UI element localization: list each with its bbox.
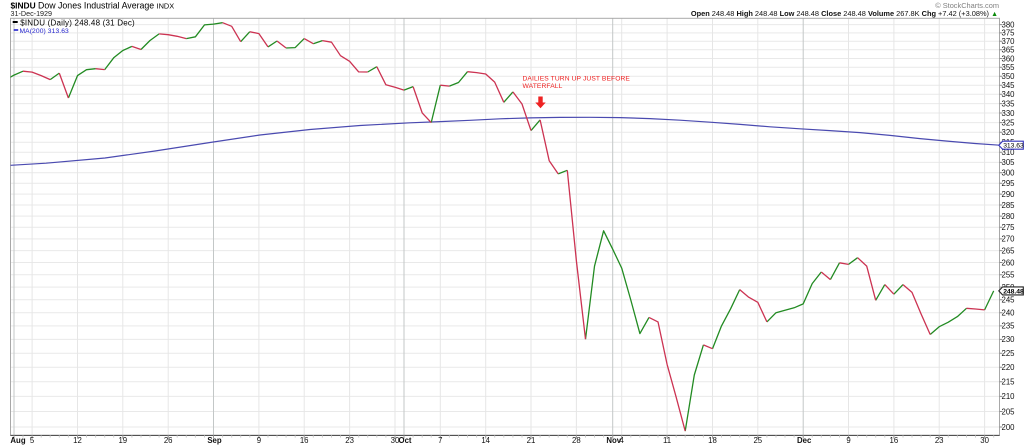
svg-text:DAILIES TURN UP JUST BEFORE: DAILIES TURN UP JUST BEFORE — [523, 75, 631, 82]
svg-text:280: 280 — [1002, 212, 1016, 221]
svg-text:255: 255 — [1002, 271, 1016, 280]
svg-text:300: 300 — [1002, 169, 1016, 178]
svg-text:30: 30 — [980, 436, 989, 445]
svg-text:14: 14 — [481, 436, 490, 445]
svg-text:19: 19 — [118, 436, 127, 445]
svg-text:Open 248.48 High 248.48 Low 24: Open 248.48 High 248.48 Low 248.48 Close… — [691, 9, 998, 18]
svg-text:7: 7 — [438, 436, 442, 445]
svg-text:MA(200) 313.63: MA(200) 313.63 — [20, 28, 70, 35]
svg-text:4: 4 — [620, 436, 625, 445]
svg-text:225: 225 — [1002, 349, 1016, 358]
svg-text:265: 265 — [1002, 246, 1016, 255]
svg-text:355: 355 — [1002, 63, 1016, 72]
svg-text:Sep: Sep — [207, 436, 222, 445]
svg-text:23: 23 — [935, 436, 944, 445]
svg-text:270: 270 — [1002, 235, 1016, 244]
svg-text:12: 12 — [73, 436, 82, 445]
svg-text:240: 240 — [1002, 309, 1016, 318]
svg-text:230: 230 — [1002, 335, 1016, 344]
svg-text:305: 305 — [1002, 158, 1016, 167]
svg-text:11: 11 — [663, 436, 671, 445]
svg-text:© StockCharts.com: © StockCharts.com — [935, 1, 999, 10]
svg-text:330: 330 — [1002, 109, 1016, 118]
svg-text:23: 23 — [345, 436, 354, 445]
svg-text:WATERFALL: WATERFALL — [523, 83, 563, 90]
svg-text:Aug: Aug — [10, 436, 25, 445]
svg-text:Dec: Dec — [797, 436, 812, 445]
svg-text:340: 340 — [1002, 90, 1016, 99]
svg-text:360: 360 — [1002, 54, 1016, 63]
svg-text:220: 220 — [1002, 363, 1016, 372]
svg-text:235: 235 — [1002, 322, 1016, 331]
svg-text:16: 16 — [300, 436, 309, 445]
svg-text:9: 9 — [257, 436, 261, 445]
svg-text:290: 290 — [1002, 190, 1016, 199]
svg-text:$INDU (Daily) 248.48 (31 Dec): $INDU (Daily) 248.48 (31 Dec) — [20, 18, 135, 27]
svg-text:320: 320 — [1002, 128, 1016, 137]
svg-text:200: 200 — [1002, 423, 1016, 432]
svg-text:16: 16 — [890, 436, 899, 445]
svg-text:365: 365 — [1002, 46, 1016, 55]
svg-text:325: 325 — [1002, 118, 1016, 127]
svg-text:345: 345 — [1002, 81, 1016, 90]
svg-text:5: 5 — [30, 436, 35, 445]
svg-text:$INDU Dow Jones Industrial Ave: $INDU Dow Jones Industrial Average INDX — [11, 1, 175, 11]
svg-text:25: 25 — [753, 436, 762, 445]
svg-text:245: 245 — [1002, 296, 1016, 305]
svg-text:18: 18 — [708, 436, 717, 445]
svg-text:310: 310 — [1002, 148, 1016, 157]
svg-text:295: 295 — [1002, 179, 1016, 188]
svg-text:350: 350 — [1002, 72, 1016, 81]
svg-text:Nov: Nov — [606, 436, 621, 445]
svg-text:210: 210 — [1002, 392, 1016, 401]
svg-text:285: 285 — [1002, 201, 1016, 210]
svg-text:30: 30 — [391, 436, 400, 445]
svg-text:28: 28 — [572, 436, 581, 445]
svg-text:335: 335 — [1002, 99, 1016, 108]
svg-text:Oct: Oct — [399, 436, 412, 445]
svg-text:21: 21 — [527, 436, 536, 445]
svg-text:370: 370 — [1002, 37, 1016, 46]
svg-text:215: 215 — [1002, 378, 1016, 387]
svg-text:9: 9 — [846, 436, 850, 445]
svg-text:260: 260 — [1002, 258, 1016, 267]
svg-text:313.63: 313.63 — [1003, 143, 1024, 150]
svg-text:275: 275 — [1002, 223, 1016, 232]
svg-text:205: 205 — [1002, 407, 1016, 416]
svg-text:26: 26 — [164, 436, 173, 445]
svg-text:248.48: 248.48 — [1003, 288, 1024, 295]
svg-text:380: 380 — [1002, 20, 1016, 29]
svg-text:375: 375 — [1002, 29, 1016, 38]
svg-text:31-Dec-1929: 31-Dec-1929 — [11, 9, 53, 18]
